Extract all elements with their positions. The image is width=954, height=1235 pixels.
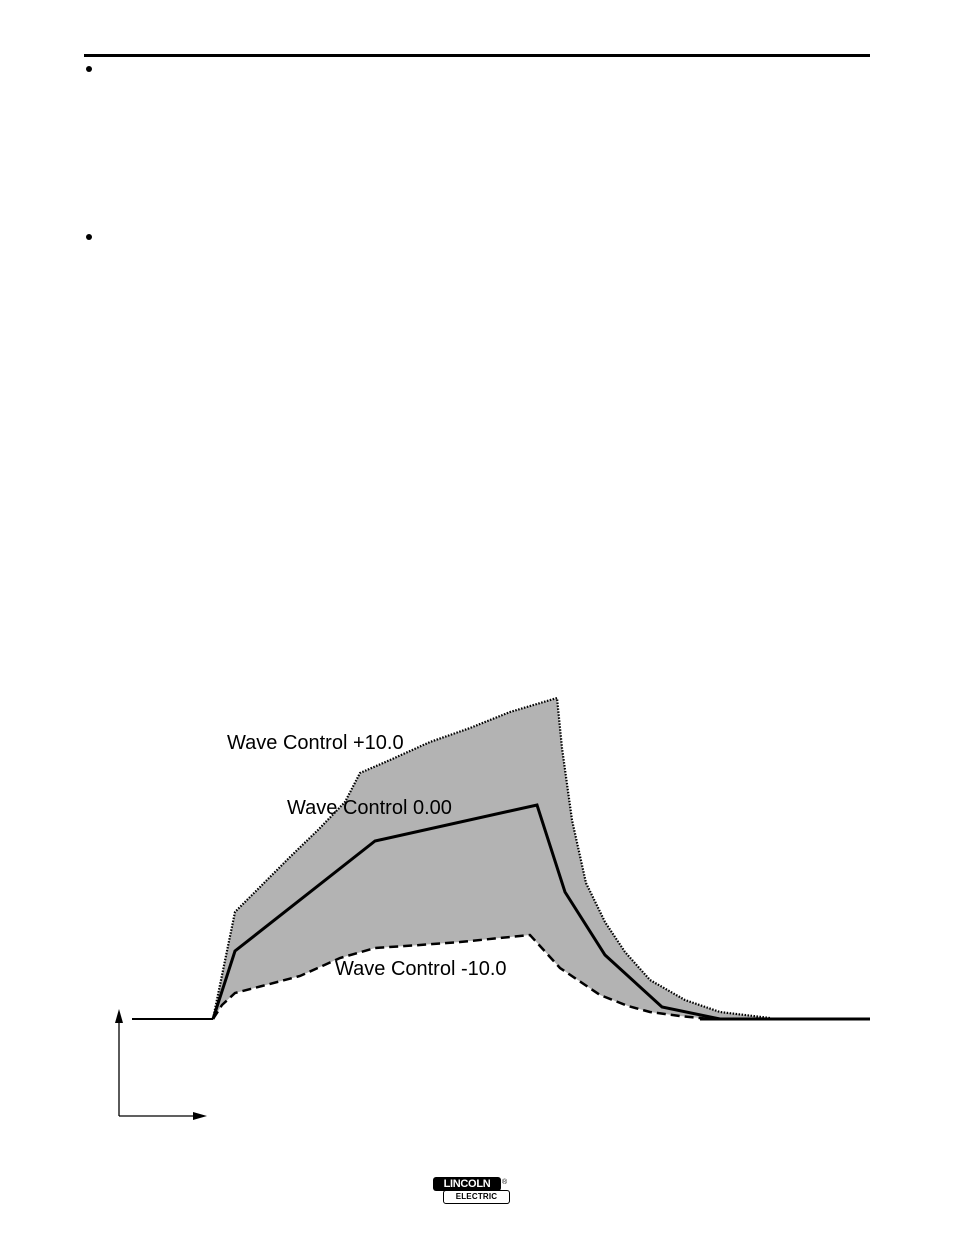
bullet-point [86, 66, 92, 72]
wave-envelope-shade [213, 698, 770, 1019]
label-wave-plus-10: Wave Control +10.0 [227, 732, 404, 754]
wave-plus-10-line [211, 696, 771, 1020]
label-wave-minus-10: Wave Control -10.0 [335, 958, 507, 980]
registered-mark: ® [502, 1179, 508, 1186]
wave-zero-line [211, 803, 721, 1021]
lincoln-electric-logo: LINCOLN ® ELECTRIC [433, 1177, 513, 1205]
wave-minus-10-line [211, 933, 711, 1021]
bullet-point [86, 234, 92, 240]
logo-top-text: LINCOLN [433, 1177, 501, 1191]
label-wave-zero: Wave Control 0.00 [287, 797, 452, 819]
x-axis-arrowhead [193, 1112, 207, 1120]
y-axis-arrowhead [115, 1009, 123, 1023]
header-rule [84, 54, 870, 57]
logo-bottom-text: ELECTRIC [443, 1190, 510, 1204]
